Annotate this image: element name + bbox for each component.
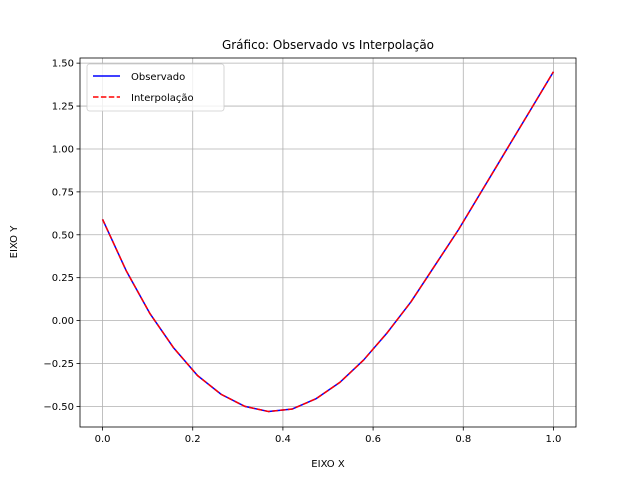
legend: Observado Interpolação: [86, 63, 225, 112]
series-group: [101, 71, 555, 413]
legend-box: [86, 63, 225, 112]
x-axis-ticks: 0.0 0.2 0.4 0.6 0.8 1.0: [95, 427, 562, 445]
y-axis-ticks: −0.50 −0.25 0.00 0.25 0.50 0.75 1.00 1.25 1.50: [43, 59, 80, 413]
y-tick-label: 1.50: [52, 59, 74, 70]
y-tick-label: −0.25: [43, 359, 74, 370]
plot-frame: [79, 57, 577, 428]
legend-entry-label: Interpolação: [131, 93, 194, 104]
y-tick-label: 1.25: [52, 102, 74, 113]
x-tick-label: 1.0: [546, 434, 562, 445]
y-axis-label: EIXO Y: [9, 225, 20, 259]
grid: [80, 58, 576, 427]
legend-entry-label: Observado: [131, 72, 185, 83]
x-tick-label: 0.0: [95, 434, 111, 445]
x-axis-label: EIXO X: [311, 459, 345, 470]
x-tick-label: 0.6: [365, 434, 381, 445]
y-tick-label: 1.00: [52, 144, 74, 155]
y-tick-label: 0.00: [52, 316, 74, 327]
x-tick-label: 0.4: [275, 434, 291, 445]
x-tick-label: 0.2: [185, 434, 201, 445]
y-tick-label: 0.50: [52, 230, 74, 241]
y-tick-label: −0.50: [43, 402, 74, 413]
chart-title: Gráfico: Observado vs Interpolação: [222, 38, 434, 52]
y-tick-label: 0.75: [52, 187, 74, 198]
series-line-interpolacao: [101, 71, 555, 413]
x-tick-label: 0.8: [455, 434, 471, 445]
y-tick-label: 0.25: [52, 273, 74, 284]
